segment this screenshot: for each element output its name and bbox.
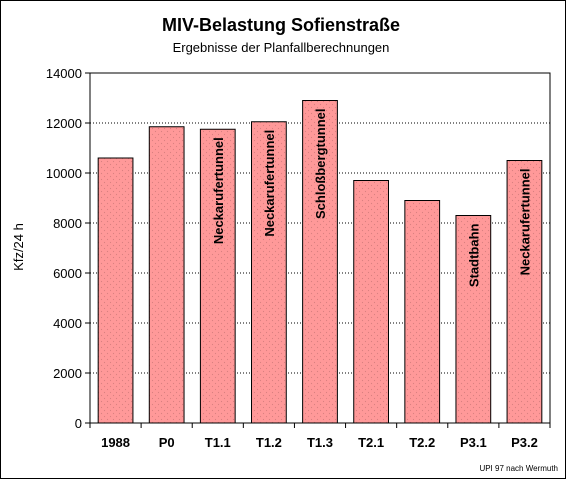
plot-area-border bbox=[89, 72, 551, 424]
x-tick-label: T1.3 bbox=[307, 435, 333, 450]
y-axis-ticks: 0 2000 4000 6000 8000 10000 12000 14000 bbox=[46, 66, 90, 431]
x-tick-label: 1988 bbox=[101, 435, 130, 450]
y-tick-label: 10000 bbox=[46, 166, 82, 181]
x-tick-label: T2.1 bbox=[358, 435, 384, 450]
y-tick-label: 2000 bbox=[53, 366, 82, 381]
x-tick-label: P3.1 bbox=[460, 435, 487, 450]
bar-label: Neckarufertunnel bbox=[211, 137, 226, 244]
x-tick-label: T1.2 bbox=[256, 435, 282, 450]
x-tick-label: P3.2 bbox=[511, 435, 538, 450]
x-tick-label: T1.1 bbox=[205, 435, 231, 450]
bar-labels: Neckarufertunnel Neckarufertunnel Schloßbe… bbox=[211, 109, 533, 288]
bar-1988 bbox=[97, 157, 134, 424]
bars bbox=[97, 100, 543, 424]
y-tick-label: 4000 bbox=[53, 316, 82, 331]
y-tick-label: 12000 bbox=[46, 116, 82, 131]
bar-label: Stadtbahn bbox=[466, 223, 481, 287]
x-tick-label: T2.2 bbox=[409, 435, 435, 450]
bar-p3-1 bbox=[455, 215, 492, 424]
y-tick-label: 14000 bbox=[46, 66, 82, 81]
bar-label: Neckarufertunnel bbox=[517, 169, 532, 276]
y-tick-label: 8000 bbox=[53, 216, 82, 231]
source-note: UPI 97 nach Wermuth bbox=[479, 464, 558, 473]
y-tick-label: 0 bbox=[75, 416, 82, 431]
bar-t1-1 bbox=[199, 128, 236, 424]
bar-label: Schloßbergtunnel bbox=[313, 109, 328, 220]
x-axis-ticks: 1988 P0 T1.1 T1.2 T1.3 T2.1 T2.2 P3.1 P3.2 bbox=[89, 423, 551, 450]
bar-label: Neckarufertunnel bbox=[262, 130, 277, 237]
chart-subtitle: Ergebnisse der Planfallberechnungen bbox=[173, 40, 390, 55]
bar-t1-3 bbox=[302, 100, 338, 424]
bar-p0 bbox=[148, 126, 185, 424]
y-axis-label: Kfz/24 h bbox=[11, 223, 26, 271]
x-tick-label: P0 bbox=[159, 435, 175, 450]
bar-t2-2 bbox=[404, 200, 441, 424]
bar-t2-1 bbox=[353, 180, 389, 424]
y-tick-label: 6000 bbox=[53, 266, 82, 281]
chart-title: MIV-Belastung Sofienstraße bbox=[162, 15, 400, 35]
bar-t1-2 bbox=[251, 121, 287, 424]
